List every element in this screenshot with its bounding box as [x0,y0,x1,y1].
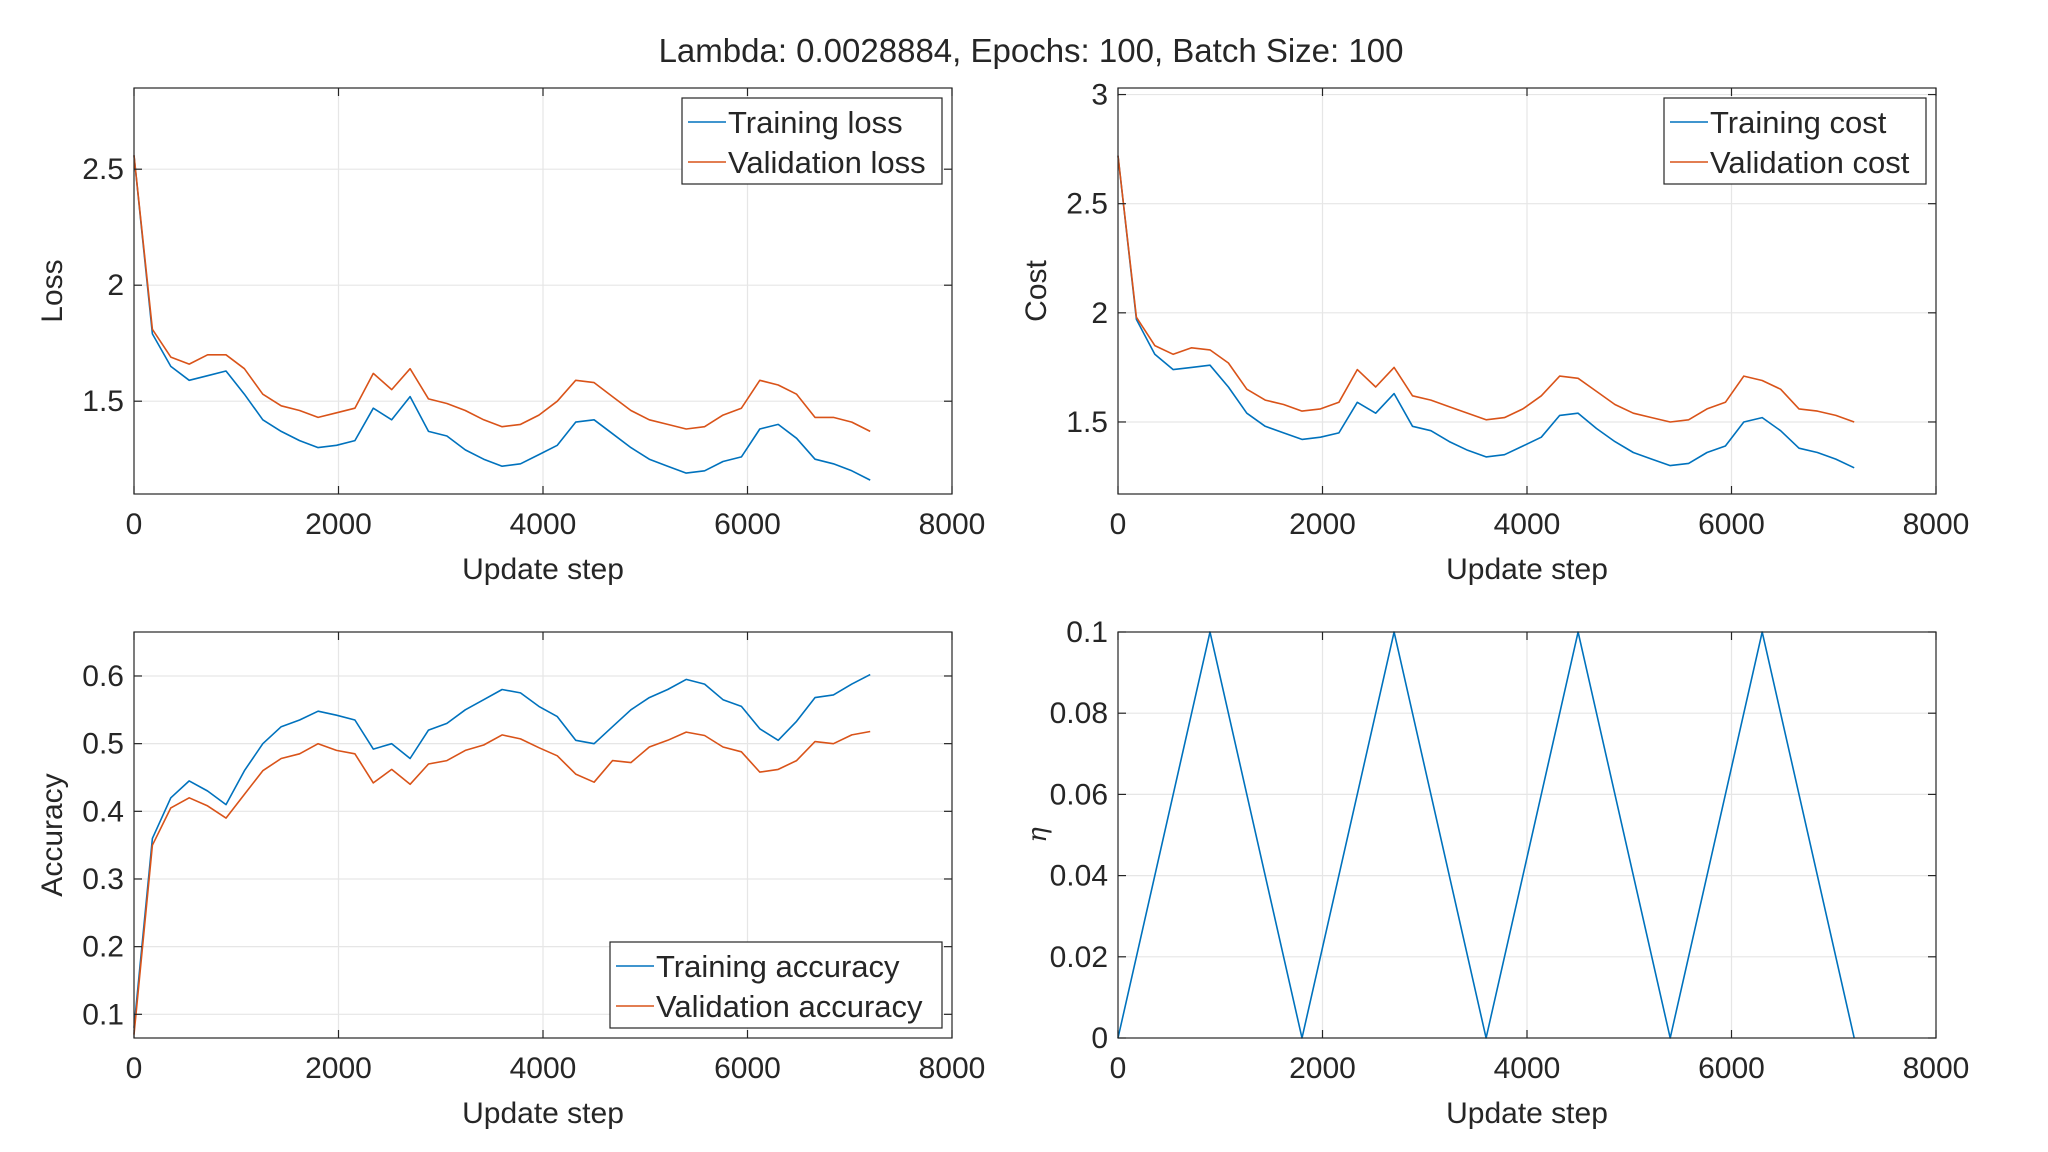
y-tick-label: 2 [107,269,124,302]
subplot-loss: 0 2000 4000 6000 8000 1.5 2 2.5 Update step Loss T… [36,87,986,586]
x-tick-label: 0 [1110,1052,1127,1085]
y-axis-label: Cost [1020,259,1053,321]
y-tick-label: 0.1 [1066,616,1108,649]
legend-label: Validation accuracy [656,989,923,1024]
legend-label: Training accuracy [656,949,900,984]
series-line-training-loss [133,155,871,481]
x-tick-label: 4000 [1494,508,1561,541]
x-tick-label: 4000 [510,1052,577,1085]
y-tick-label: 0.2 [82,931,124,964]
x-tick-label: 0 [1110,508,1127,541]
x-tick-label: 2000 [1289,1052,1356,1085]
series-line-validation-loss [133,155,871,433]
x-tick-label: 8000 [1903,1052,1970,1085]
series-line-validation-accuracy [133,730,871,1035]
x-axis-label: Update step [462,1097,624,1130]
y-tick-label: 1.5 [82,385,124,418]
y-tick-label: 2.5 [1066,188,1108,221]
y-tick-label: 2 [1091,297,1108,330]
x-tick-label: 4000 [510,508,577,541]
x-tick-label: 8000 [919,1052,986,1085]
y-tick-label: 0.1 [82,998,124,1031]
legend-label: Validation loss [728,145,926,180]
legend-box [681,97,943,185]
y-tick-label: 0.04 [1050,860,1108,893]
x-axis-label: Update step [462,553,624,586]
figure-title: Lambda: 0.0028884, Epochs: 100, Batch Si… [659,32,1404,69]
x-tick-label: 2000 [305,508,372,541]
x-tick-label: 6000 [1698,1052,1765,1085]
y-tick-label: 0 [1091,1022,1108,1055]
series-line-training-accuracy [133,673,871,1028]
y-tick-label: 0.4 [82,795,124,828]
x-tick-label: 4000 [1494,1052,1561,1085]
y-tick-label: 2.5 [82,153,124,186]
legend: Training cost Validation cost [1663,97,1927,185]
y-tick-label: 0.08 [1050,697,1108,730]
y-tick-label: 1.5 [1066,406,1108,439]
y-tick-label: 0.3 [82,863,124,896]
legend-box [1663,97,1927,185]
y-axis-label: Accuracy [36,773,69,896]
x-axis-label: Update step [1446,1097,1608,1130]
legend: Training loss Validation loss [681,97,943,185]
y-axis-label: η [1023,827,1053,843]
legend-label: Validation cost [1710,145,1910,180]
x-tick-label: 2000 [305,1052,372,1085]
y-tick-label: 0.02 [1050,941,1108,974]
legend-label: Training loss [728,105,903,140]
y-tick-label: 3 [1091,79,1108,112]
legend-box [609,941,943,1029]
x-axis-label: Update step [1446,553,1608,586]
series-line-training-cost [1117,155,1855,469]
x-tick-label: 6000 [714,508,781,541]
series-line-validation-cost [1117,155,1855,423]
legend-label: Training cost [1710,105,1887,140]
x-tick-label: 2000 [1289,508,1356,541]
subplot-accuracy: 0 2000 4000 6000 8000 0.1 0.2 0.3 0.4 0.5 0.6 Updat… [36,631,986,1130]
x-tick-label: 8000 [1903,508,1970,541]
x-tick-label: 0 [126,508,143,541]
x-tick-label: 6000 [714,1052,781,1085]
legend: Training accuracy Validation accuracy [609,941,943,1029]
y-tick-label: 0.6 [82,660,124,693]
x-tick-label: 6000 [1698,508,1765,541]
y-axis-label: Loss [36,259,69,322]
subplot-eta: 0 2000 4000 6000 8000 0 0.02 0.04 0.06 0.08 0.1 Upd… [1023,616,1969,1130]
x-tick-label: 0 [126,1052,143,1085]
y-tick-label: 0.06 [1050,778,1108,811]
y-tick-label: 0.5 [82,728,124,761]
x-tick-label: 8000 [919,508,986,541]
subplot-cost: 0 2000 4000 6000 8000 1.5 2 2.5 3 Update step Cost… [1020,79,1969,586]
